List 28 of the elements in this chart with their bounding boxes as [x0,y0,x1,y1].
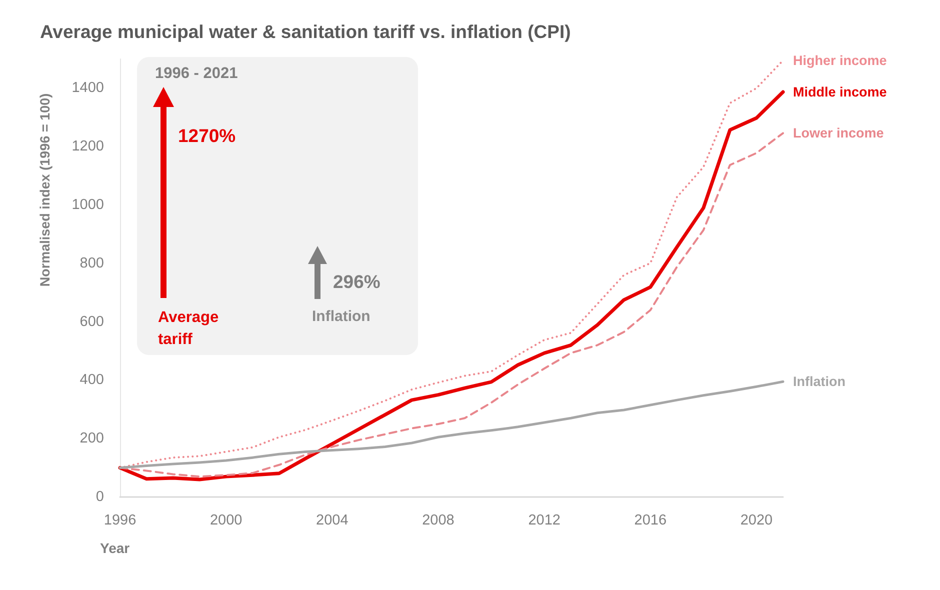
y-tick-label: 400 [80,372,104,388]
x-tick-label: 1996 [104,512,136,528]
y-tick-label: 1400 [72,80,104,96]
line-series [118,380,784,470]
x-tick-label: 2008 [422,512,454,528]
series-label: Middle income [793,84,888,100]
x-tick-label: 2004 [316,512,348,528]
y-axis-title: Normalised index (1996 = 100) [38,93,52,287]
annotation: 1996 - 2021 [155,64,238,84]
series-label: Lower income [793,126,884,141]
series-label: Higher income [793,52,888,68]
annotation: Inflation [312,307,370,327]
annotation: Average tariff [158,308,220,350]
y-tick-label: 1200 [72,138,104,155]
x-axis-title: Year [100,540,130,556]
y-tick-label: 600 [80,314,104,330]
annotation: 1270% [178,125,236,147]
y-tick-label: 1000 [72,197,104,213]
y-tick-label: 800 [80,255,104,272]
chart-title: Average municipal water & sanitation tariff vs. inflation (CPI) [40,21,571,42]
annotation: 296% [333,271,380,293]
x-tick-label: 2020 [740,512,773,528]
y-tick-label: 0 [96,489,104,505]
x-tick-label: 2016 [634,512,667,528]
x-tick-label: 2012 [528,512,560,528]
x-tick-label: 2000 [210,512,242,528]
y-tick-label: 200 [80,430,104,447]
series-label: Inflation [793,374,846,390]
